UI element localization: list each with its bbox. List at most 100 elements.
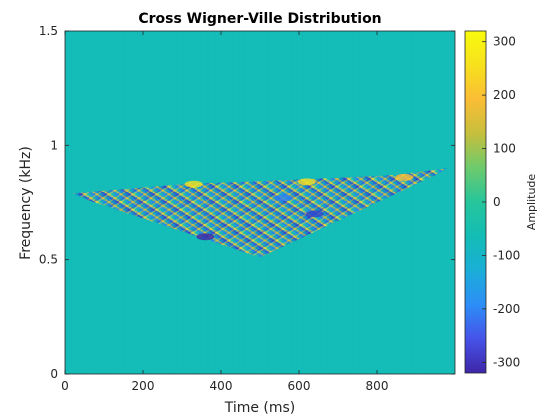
fringe-band: [549, 164, 560, 260]
fringe-band: [541, 164, 560, 260]
plot-frame: [64, 30, 456, 375]
texture-stripe: [440, 31, 441, 374]
fringe-band: [202, 168, 354, 258]
texture-stripe: [446, 31, 447, 374]
fringe-band: [487, 164, 560, 260]
texture-stripe: [428, 31, 429, 374]
fringe-band: [250, 168, 402, 258]
x-tick-label: 0: [61, 379, 69, 393]
texture-stripe: [65, 31, 66, 374]
texture-stripe: [92, 31, 93, 374]
fringe-band: [537, 164, 560, 260]
fringe-band: [72, 168, 76, 258]
fringe-band: [517, 164, 560, 260]
fringe-band: [442, 168, 448, 258]
fringe-band: [481, 164, 560, 260]
fringe-band: [535, 164, 560, 260]
colorbar-tick-label: 300: [493, 35, 516, 49]
y-tick-label: 1: [50, 138, 58, 152]
fringe-band: [254, 168, 406, 258]
fringe-band: [475, 164, 560, 260]
colorbar-tick-label: 0: [493, 195, 501, 209]
fringe-band: [214, 168, 366, 258]
texture-stripe: [77, 31, 78, 374]
colorbar: -300 -200 -100 0 100 200 300 Amplitude: [464, 30, 538, 374]
texture-stripe: [398, 31, 399, 374]
fringe-band: [226, 168, 378, 258]
hotspot: [305, 210, 324, 218]
plot-area: 0 200 400 600 800 0 0.5 1 1.5: [0, 24, 560, 393]
x-axis-label: Time (ms): [224, 400, 296, 416]
fringe-band: [547, 164, 560, 260]
fringe-band: [0, 164, 69, 260]
texture-stripe: [413, 31, 414, 374]
x-tick-label: 600: [288, 379, 311, 393]
texture-stripe: [434, 31, 435, 374]
fringe-band: [0, 164, 15, 260]
fringe-band: [551, 164, 560, 260]
hotspot: [274, 194, 293, 202]
texture-stripe: [83, 31, 84, 374]
fringe-band: [440, 168, 448, 258]
fringe-band: [388, 168, 448, 258]
texture-stripe: [422, 31, 423, 374]
fringe-band: [545, 164, 560, 260]
fringe-band: [553, 164, 560, 260]
fringe-band: [477, 164, 560, 260]
texture-stripe: [410, 31, 411, 374]
x-tick-label: 800: [366, 379, 389, 393]
y-axis-label: Frequency (kHz): [18, 146, 34, 260]
hotspot: [184, 180, 203, 188]
texture-stripe: [449, 31, 450, 374]
texture-stripe: [407, 31, 408, 374]
y-tick-label: 0: [50, 367, 58, 381]
y-axis-ticks: 0 0.5 1 1.5: [39, 24, 455, 381]
texture-stripe: [380, 31, 381, 374]
texture-stripe: [395, 31, 396, 374]
texture-stripe: [425, 31, 426, 374]
texture-stripe: [89, 31, 90, 374]
fringe-band: [0, 164, 71, 260]
colorbar-ticks: -300 -200 -100 0 100 200 300: [482, 35, 520, 369]
y-tick-label: 0.5: [39, 253, 58, 267]
texture-stripe: [392, 31, 393, 374]
fringe-band: [218, 168, 370, 258]
texture-stripe: [386, 31, 387, 374]
texture-stripe: [431, 31, 432, 374]
colorbar-label: Amplitude: [525, 174, 538, 231]
hotspot: [196, 233, 215, 241]
chart-title: Cross Wigner-Ville Distribution: [138, 11, 381, 27]
fringe-band: [396, 168, 448, 258]
fringe-band: [446, 168, 448, 258]
fringe-band: [0, 164, 19, 260]
texture-stripe: [86, 31, 87, 374]
fringe-band: [194, 168, 346, 258]
texture-stripe: [404, 31, 405, 374]
fringe-band: [438, 168, 448, 258]
hotspot: [297, 178, 316, 186]
x-axis-ticks: 0 200 400 600 800: [61, 31, 388, 393]
interference-hotspots: [184, 173, 414, 241]
fringe-band: [230, 168, 382, 258]
fringe-band: [543, 164, 560, 260]
texture-stripe: [389, 31, 390, 374]
colorbar-tick-label: -300: [493, 355, 520, 369]
texture-stripe: [74, 31, 75, 374]
colorbar-tick-label: -100: [493, 248, 520, 262]
texture-stripe: [437, 31, 438, 374]
fringe-band: [246, 168, 398, 258]
fringe-band: [206, 168, 358, 258]
fringe-band: [483, 164, 560, 260]
fringe-band: [479, 164, 560, 260]
texture-stripe: [416, 31, 417, 374]
fringe-band: [262, 168, 414, 258]
fringe-band: [198, 168, 350, 258]
colorbar-tick-label: -200: [493, 302, 520, 316]
texture-stripe: [68, 31, 69, 374]
texture-stripe: [80, 31, 81, 374]
y-tick-label: 1.5: [39, 24, 58, 38]
fringe-band: [555, 164, 560, 260]
x-tick-label: 200: [132, 379, 155, 393]
texture-stripe: [452, 31, 453, 374]
